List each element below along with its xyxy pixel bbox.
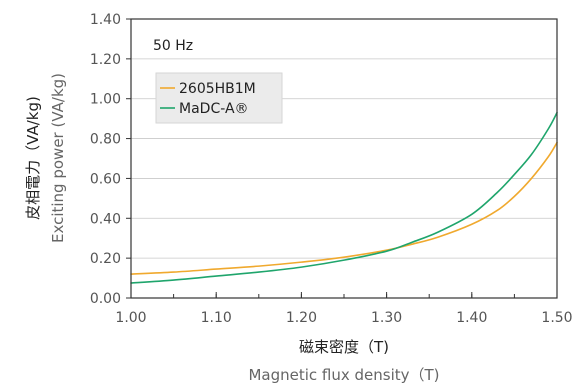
tick-layer: 0.00 0.20 0.40 0.60 0.80 1.00 1.20 1.40 1.00 1.10… [90, 12, 572, 326]
series-layer [130, 111, 558, 284]
legend-label-madc-a: MaDC-A® [179, 101, 249, 117]
series-line-madc-a [130, 111, 558, 284]
y-axis-title-japanese: 皮相電力（VA/kg) [24, 96, 42, 220]
series-line-2605hb1m [130, 141, 558, 275]
legend: 2605HB1M MaDC-A® [155, 72, 283, 124]
plot-frame [130, 18, 558, 299]
y-tick-label: 1.20 [90, 52, 121, 68]
y-tick-label: 0.40 [90, 211, 121, 227]
x-tick-label: 1.50 [541, 310, 572, 326]
x-tick-label: 1.00 [115, 310, 146, 326]
legend-label-2605hb1m: 2605HB1M [179, 81, 256, 97]
legend-box [155, 72, 283, 124]
y-tick-label: 0.00 [90, 291, 121, 307]
y-tick-label: 0.80 [90, 132, 121, 148]
y-tick-label: 1.40 [90, 12, 121, 28]
legend-entry-madc-a: MaDC-A® [160, 101, 249, 117]
x-tick-label: 1.40 [456, 310, 487, 326]
frequency-annotation: 50 Hz [153, 38, 193, 54]
y-axis-titles: 皮相電力（VA/kg) Exciting power (VA/kg) [24, 73, 67, 243]
y-tick-label: 0.60 [90, 171, 121, 187]
y-axis-title-english: Exciting power (VA/kg) [49, 73, 67, 243]
y-tick-label: 1.00 [90, 92, 121, 108]
x-tick-label: 1.30 [371, 310, 402, 326]
y-tick-label: 0.20 [90, 251, 121, 267]
x-axis-title-english: Magnetic flux density（T) [248, 366, 439, 384]
legend-entry-2605hb1m: 2605HB1M [160, 81, 256, 97]
x-axis-titles: 磁束密度（T) Magnetic flux density（T) [248, 338, 439, 384]
x-axis-title-japanese: 磁束密度（T) [299, 338, 389, 356]
x-tick-label: 1.10 [201, 310, 232, 326]
x-tick-label: 1.20 [286, 310, 317, 326]
